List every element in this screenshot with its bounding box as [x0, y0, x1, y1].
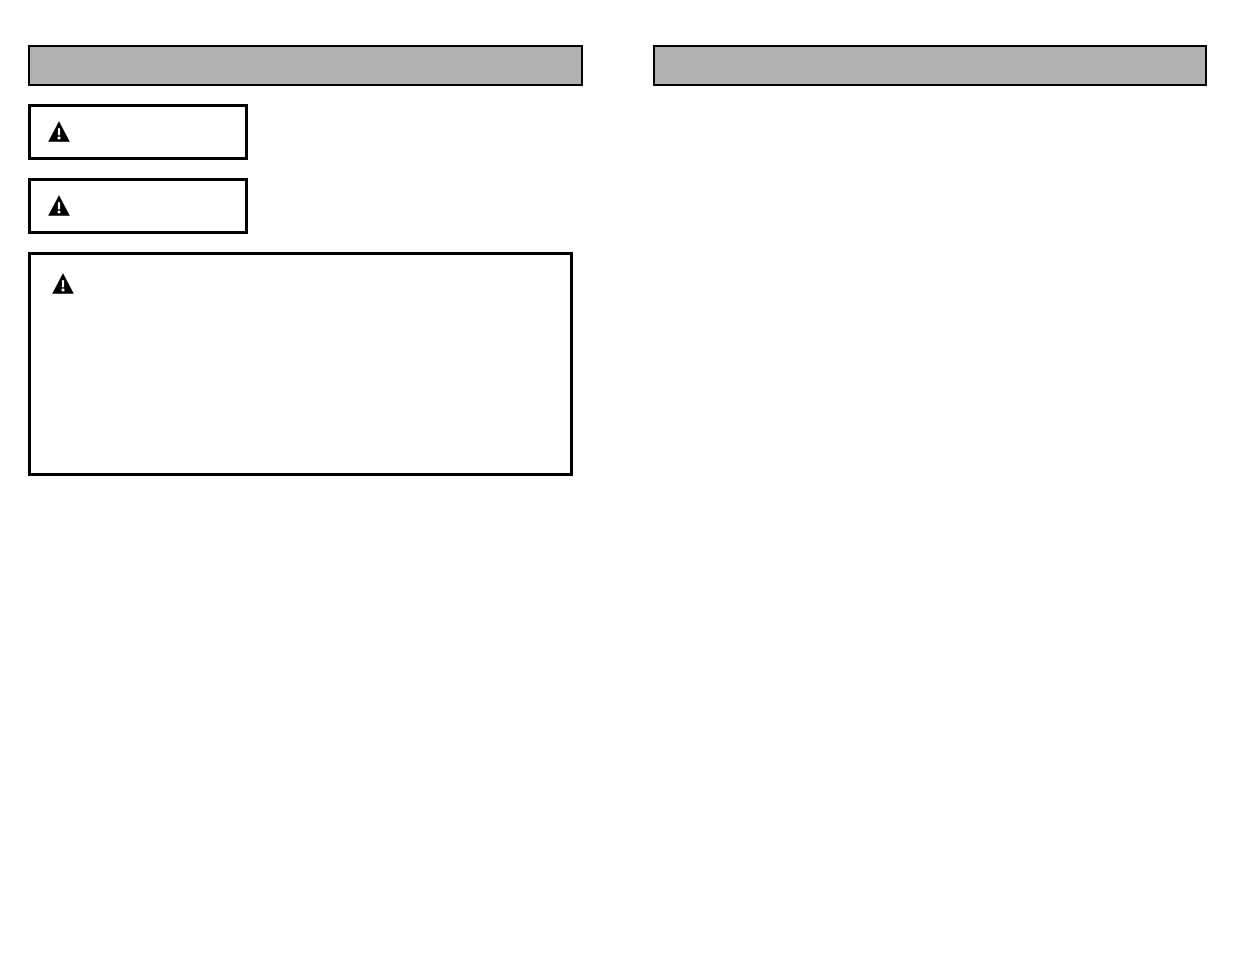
caution-body [49, 303, 552, 453]
danger-box [28, 104, 248, 160]
left-section-header [28, 45, 583, 86]
two-column-layout [28, 45, 1207, 494]
caution-header-row [49, 271, 552, 297]
left-column [28, 45, 583, 494]
right-column [653, 45, 1208, 494]
warning-icon [49, 271, 77, 297]
page-root [0, 0, 1235, 954]
right-section-header [653, 45, 1208, 86]
warning-icon [45, 193, 73, 219]
caution-box [28, 252, 573, 476]
warning-box [28, 178, 248, 234]
warning-icon [45, 119, 73, 145]
